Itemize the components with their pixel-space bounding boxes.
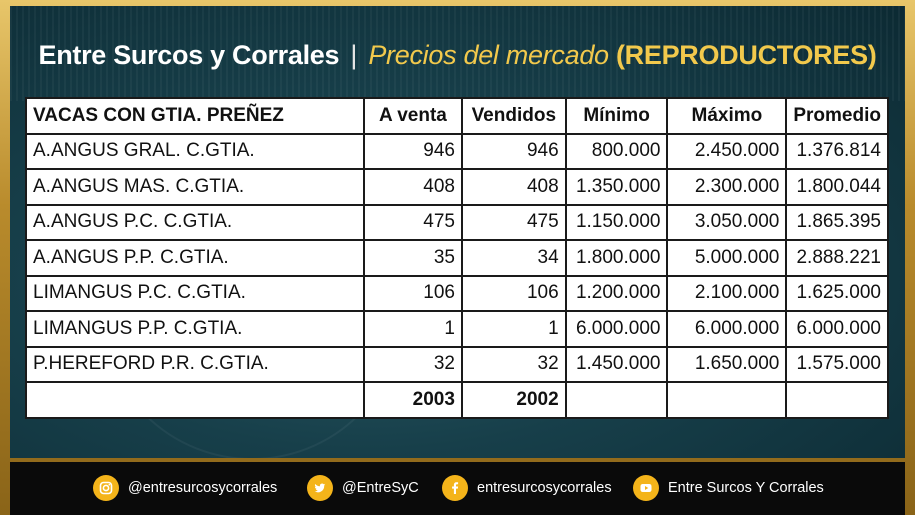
row-for-sale: 32 [362, 345, 463, 383]
total-minimum [564, 381, 669, 419]
row-category: A.ANGUS GRAL. C.GTIA. [25, 132, 365, 170]
facebook-page: entresurcosycorrales [477, 480, 612, 496]
row-sold: 946 [460, 132, 567, 170]
row-maximum: 6.000.000 [666, 310, 788, 348]
column-header-category: VACAS CON GTIA. PREÑEZ [25, 97, 365, 135]
column-header-for-sale: A venta [362, 97, 463, 135]
row-category: P.HEREFORD P.R. C.GTIA. [25, 345, 365, 383]
row-for-sale: 35 [362, 239, 463, 277]
row-minimum: 1.800.000 [564, 239, 669, 277]
row-average: 1.376.814 [785, 132, 889, 170]
column-header-average: Promedio [785, 97, 889, 135]
row-maximum: 2.100.000 [666, 274, 788, 312]
row-for-sale: 408 [362, 168, 463, 206]
social-footer: @entresurcosycorrales @EntreSyC entresur… [10, 462, 905, 515]
row-category: LIMANGUS P.C. C.GTIA. [25, 274, 365, 312]
row-sold: 106 [460, 274, 567, 312]
row-minimum: 6.000.000 [564, 310, 669, 348]
row-sold: 32 [460, 345, 567, 383]
row-minimum: 800.000 [564, 132, 669, 170]
facebook-icon [442, 475, 468, 501]
main-panel: Entre Surcos y Corrales | Precios del me… [10, 6, 905, 458]
row-average: 1.575.000 [785, 345, 889, 383]
row-for-sale: 106 [362, 274, 463, 312]
table-row: A.ANGUS GRAL. C.GTIA. 946 946 800.000 2.… [25, 132, 889, 170]
footer-facebook[interactable]: entresurcosycorrales [442, 475, 612, 501]
row-sold: 1 [460, 310, 567, 348]
column-header-maximum: Máximo [666, 97, 788, 135]
row-maximum: 1.650.000 [666, 345, 788, 383]
row-sold: 34 [460, 239, 567, 277]
table-header-row: VACAS CON GTIA. PREÑEZ A venta Vendidos … [25, 97, 889, 135]
row-minimum: 1.150.000 [564, 203, 669, 241]
row-category: A.ANGUS P.P. C.GTIA. [25, 239, 365, 277]
footer-youtube[interactable]: Entre Surcos Y Corrales [633, 475, 824, 501]
total-for-sale: 2003 [362, 381, 463, 419]
column-header-minimum: Mínimo [564, 97, 669, 135]
row-maximum: 2.450.000 [666, 132, 788, 170]
row-maximum: 3.050.000 [666, 203, 788, 241]
table-row: A.ANGUS P.P. C.GTIA. 35 34 1.800.000 5.0… [25, 239, 889, 277]
row-average: 1.865.395 [785, 203, 889, 241]
total-sold: 2002 [460, 381, 567, 419]
title-separator: | [350, 40, 358, 70]
page-title: Entre Surcos y Corrales | Precios del me… [10, 40, 905, 71]
title-tag: (REPRODUCTORES) [615, 40, 877, 70]
footer-instagram[interactable]: @entresurcosycorrales [93, 475, 277, 501]
table-row: LIMANGUS P.C. C.GTIA. 106 106 1.200.000 … [25, 274, 889, 312]
instagram-handle: @entresurcosycorrales [128, 480, 278, 496]
price-table: VACAS CON GTIA. PREÑEZ A venta Vendidos … [25, 97, 889, 419]
table-row: A.ANGUS MAS. C.GTIA. 408 408 1.350.000 2… [25, 168, 889, 206]
row-maximum: 5.000.000 [666, 239, 788, 277]
column-header-sold: Vendidos [460, 97, 567, 135]
row-sold: 475 [460, 203, 567, 241]
youtube-channel: Entre Surcos Y Corrales [668, 480, 824, 496]
youtube-icon [633, 475, 659, 501]
footer-twitter[interactable]: @EntreSyC [307, 475, 419, 501]
row-for-sale: 475 [362, 203, 463, 241]
table-row: P.HEREFORD P.R. C.GTIA. 32 32 1.450.000 … [25, 345, 889, 383]
table-row: LIMANGUS P.P. C.GTIA. 1 1 6.000.000 6.00… [25, 310, 889, 348]
row-for-sale: 946 [362, 132, 463, 170]
totals-row: 2003 2002 [25, 381, 889, 419]
row-category: A.ANGUS MAS. C.GTIA. [25, 168, 365, 206]
row-category: A.ANGUS P.C. C.GTIA. [25, 203, 365, 241]
row-minimum: 1.200.000 [564, 274, 669, 312]
row-minimum: 1.450.000 [564, 345, 669, 383]
row-average: 1.625.000 [785, 274, 889, 312]
brand-name: Entre Surcos y Corrales [38, 40, 340, 70]
row-average: 2.888.221 [785, 239, 889, 277]
row-sold: 408 [460, 168, 567, 206]
twitter-handle: @EntreSyC [342, 480, 419, 496]
instagram-icon [93, 475, 119, 501]
twitter-icon [307, 475, 333, 501]
row-average: 6.000.000 [785, 310, 889, 348]
total-average [785, 381, 889, 419]
total-maximum [666, 381, 788, 419]
row-for-sale: 1 [362, 310, 463, 348]
row-average: 1.800.044 [785, 168, 889, 206]
title-subtitle: Precios del mercado [368, 40, 609, 70]
row-maximum: 2.300.000 [666, 168, 788, 206]
totals-label [25, 381, 365, 419]
row-category: LIMANGUS P.P. C.GTIA. [25, 310, 365, 348]
table-row: A.ANGUS P.C. C.GTIA. 475 475 1.150.000 3… [25, 203, 889, 241]
row-minimum: 1.350.000 [564, 168, 669, 206]
